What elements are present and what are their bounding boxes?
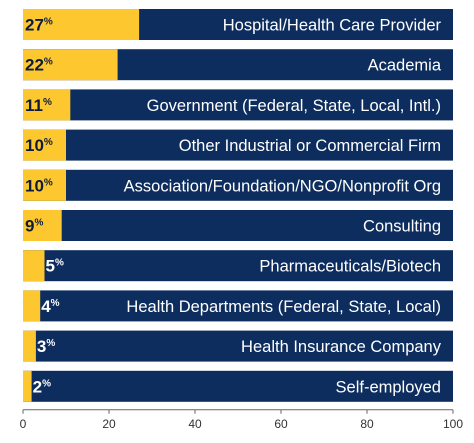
category-label: Government (Federal, State, Local, Intl.… [147,97,441,115]
bar-value [23,89,71,121]
value-label: 22% [25,56,53,75]
bar-remainder [23,370,453,402]
value-label: 5% [46,257,64,276]
category-label: Academia [368,57,442,75]
value-label: 27% [25,16,53,35]
bar-value [23,49,118,81]
bar-remainder [23,169,453,201]
bars-layer: 27% Hospital/Health Care Provider 22% Acade… [23,9,453,402]
bar-value [23,129,66,161]
bar-value [23,9,140,40]
bar-value [23,169,66,201]
value-label: 10% [25,176,53,195]
category-label: Self-employed [336,378,441,396]
category-label: Health Insurance Company [241,338,442,356]
bar-remainder [23,89,453,121]
bar-remainder [23,330,453,362]
value-label: 4% [41,297,59,316]
bar-remainder [23,290,453,322]
value-label: 2% [33,377,51,396]
bar-value [23,290,41,322]
category-label: Consulting [363,218,441,236]
category-label: Association/Foundation/NGO/Nonprofit Org [124,177,441,195]
value-label: 11% [25,96,52,115]
value-label: 9% [25,217,43,236]
bar-row-academia: 22% Academia [23,49,453,81]
bar-row-consulting: 9% Consulting [23,210,453,241]
category-label: Health Departments (Federal, State, Loca… [126,298,441,316]
bar-value [23,250,45,282]
bar-row-hospital-health-care-provider: 27% Hospital/Health Care Provider [23,9,453,40]
bar-remainder [23,210,453,241]
bar-value [23,330,36,362]
bar-row-health-departments-federal-state-local: 4% Health Departments (Federal, State, Lo… [23,290,453,322]
bar-value [23,370,32,402]
x-axis: 0 20 40 60 80 100 [20,409,463,431]
bar-row-association-foundation-ngo-nonprofit-org: 10% Association/Foundation/NGO/Nonprofit … [23,169,453,201]
x-tick-label: 40 [188,417,202,431]
bar-value [23,210,62,241]
bar-row-self-employed: 2% Self-employed [23,370,453,402]
bar-row-other-industrial-or-commercial-firm: 10% Other Industrial or Commercial Firm [23,129,453,161]
category-label: Pharmaceuticals/Biotech [259,258,441,276]
value-label: 10% [25,136,53,155]
x-tick-label: 20 [102,417,116,431]
bar-row-government-federal-state-local-intl: 11% Government (Federal, State, Local, In… [23,89,453,121]
value-label: 3% [37,337,55,356]
bar-remainder [23,250,453,282]
category-label: Other Industrial or Commercial Firm [179,137,441,155]
x-tick-label: 0 [20,417,27,431]
bar-row-health-insurance-company: 3% Health Insurance Company [23,330,453,362]
bar-remainder [23,129,453,161]
bar-row-pharmaceuticals-biotech: 5% Pharmaceuticals/Biotech [23,250,453,282]
x-tick-label: 60 [274,417,288,431]
x-tick-label: 80 [360,417,374,431]
x-tick-label: 100 [443,417,463,431]
category-label: Hospital/Health Care Provider [223,17,442,35]
